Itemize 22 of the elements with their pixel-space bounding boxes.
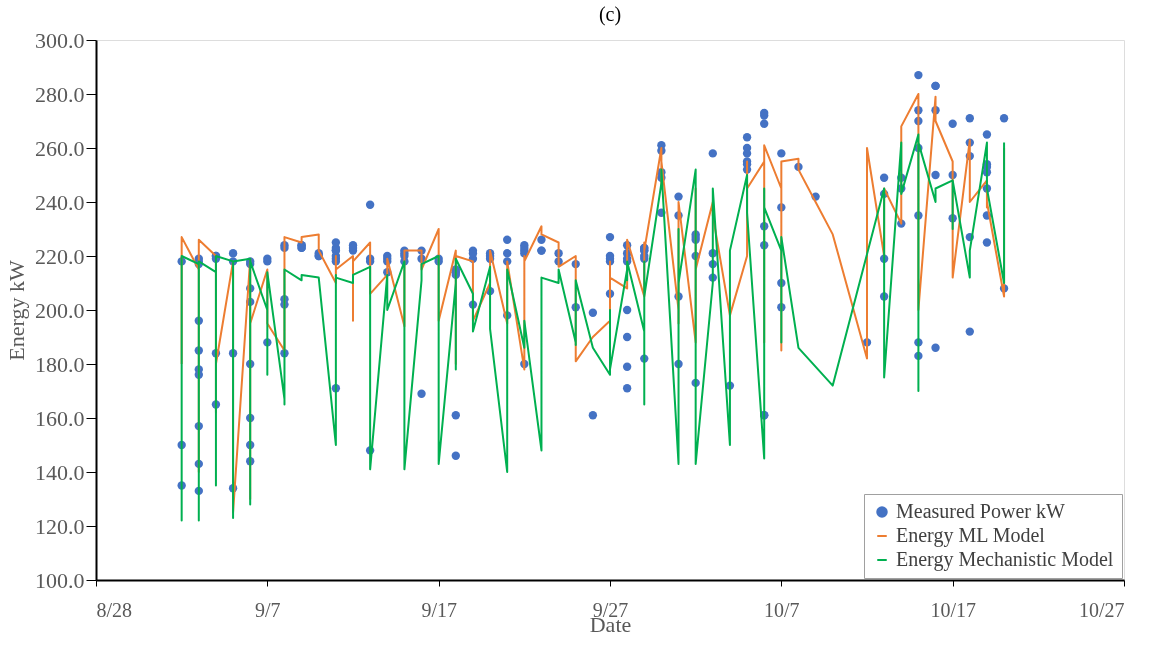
y-tick-label: 280.0 xyxy=(35,81,85,107)
y-axis-title: Energy kW xyxy=(4,260,29,361)
legend-label: Energy ML Model xyxy=(896,524,1046,547)
y-tick-label: 120.0 xyxy=(35,513,85,539)
y-tick-label: 200.0 xyxy=(35,297,85,323)
y-tick-label: 260.0 xyxy=(35,135,85,161)
y-tick-label: 140.0 xyxy=(35,459,85,485)
y-tick-label: 240.0 xyxy=(35,189,85,215)
y-tick-label: 300.0 xyxy=(35,27,85,53)
x-tick-label: 8/28 xyxy=(96,598,133,621)
legend-label: Measured Power kW xyxy=(896,500,1065,522)
x-tick-label: 10/17 xyxy=(930,598,976,621)
x-tick-label: 10/7 xyxy=(764,598,800,621)
y-tick-label: 160.0 xyxy=(35,405,85,431)
y-tick-label: 220.0 xyxy=(35,243,85,269)
legend-label: Energy Mechanistic Model xyxy=(896,548,1114,571)
y-tick-label: 180.0 xyxy=(35,351,85,377)
x-tick-label: 9/17 xyxy=(421,598,457,621)
x-tick-label: 9/7 xyxy=(255,598,281,621)
x-tick-label: 10/27 xyxy=(1078,598,1125,621)
chart-title: (c) xyxy=(598,3,622,26)
y-tick-label: 100.0 xyxy=(35,567,85,593)
